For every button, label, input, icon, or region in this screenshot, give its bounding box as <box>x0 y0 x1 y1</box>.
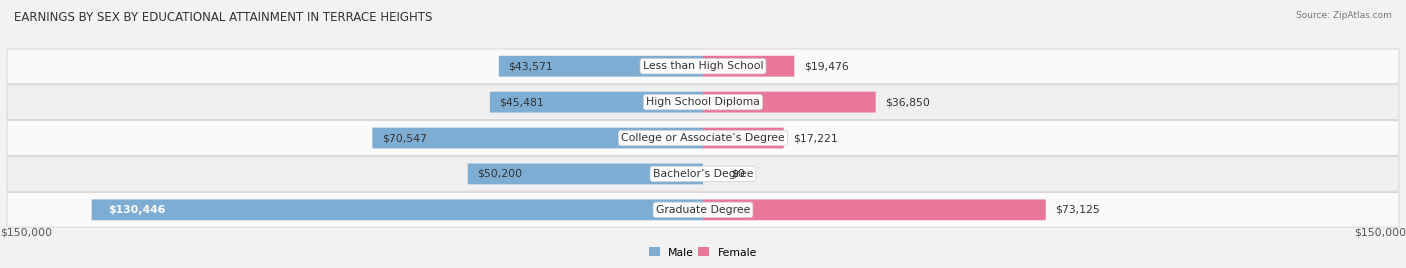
Text: $150,000: $150,000 <box>0 228 52 238</box>
Text: $50,200: $50,200 <box>477 169 522 179</box>
FancyBboxPatch shape <box>7 49 1399 83</box>
FancyBboxPatch shape <box>7 193 1399 227</box>
Text: $130,446: $130,446 <box>108 205 166 215</box>
Text: Source: ZipAtlas.com: Source: ZipAtlas.com <box>1296 11 1392 20</box>
Legend: Male, Female: Male, Female <box>644 243 762 262</box>
Text: $19,476: $19,476 <box>804 61 848 71</box>
Text: $43,571: $43,571 <box>508 61 553 71</box>
FancyBboxPatch shape <box>91 199 703 220</box>
FancyBboxPatch shape <box>7 157 1399 191</box>
FancyBboxPatch shape <box>703 56 794 77</box>
Text: $150,000: $150,000 <box>1354 228 1406 238</box>
FancyBboxPatch shape <box>489 92 703 113</box>
FancyBboxPatch shape <box>7 121 1399 155</box>
Text: $17,221: $17,221 <box>793 133 838 143</box>
Text: $45,481: $45,481 <box>499 97 544 107</box>
Text: Bachelor’s Degree: Bachelor’s Degree <box>652 169 754 179</box>
FancyBboxPatch shape <box>499 56 703 77</box>
Text: $70,547: $70,547 <box>382 133 426 143</box>
Text: $0: $0 <box>731 169 745 179</box>
FancyBboxPatch shape <box>703 128 783 148</box>
Text: Graduate Degree: Graduate Degree <box>655 205 751 215</box>
FancyBboxPatch shape <box>7 85 1399 119</box>
Text: EARNINGS BY SEX BY EDUCATIONAL ATTAINMENT IN TERRACE HEIGHTS: EARNINGS BY SEX BY EDUCATIONAL ATTAINMEN… <box>14 11 433 24</box>
Text: $36,850: $36,850 <box>886 97 929 107</box>
FancyBboxPatch shape <box>468 163 703 184</box>
Text: Less than High School: Less than High School <box>643 61 763 71</box>
FancyBboxPatch shape <box>703 92 876 113</box>
Text: College or Associate’s Degree: College or Associate’s Degree <box>621 133 785 143</box>
Text: $73,125: $73,125 <box>1054 205 1099 215</box>
FancyBboxPatch shape <box>373 128 703 148</box>
FancyBboxPatch shape <box>703 199 1046 220</box>
Text: High School Diploma: High School Diploma <box>647 97 759 107</box>
